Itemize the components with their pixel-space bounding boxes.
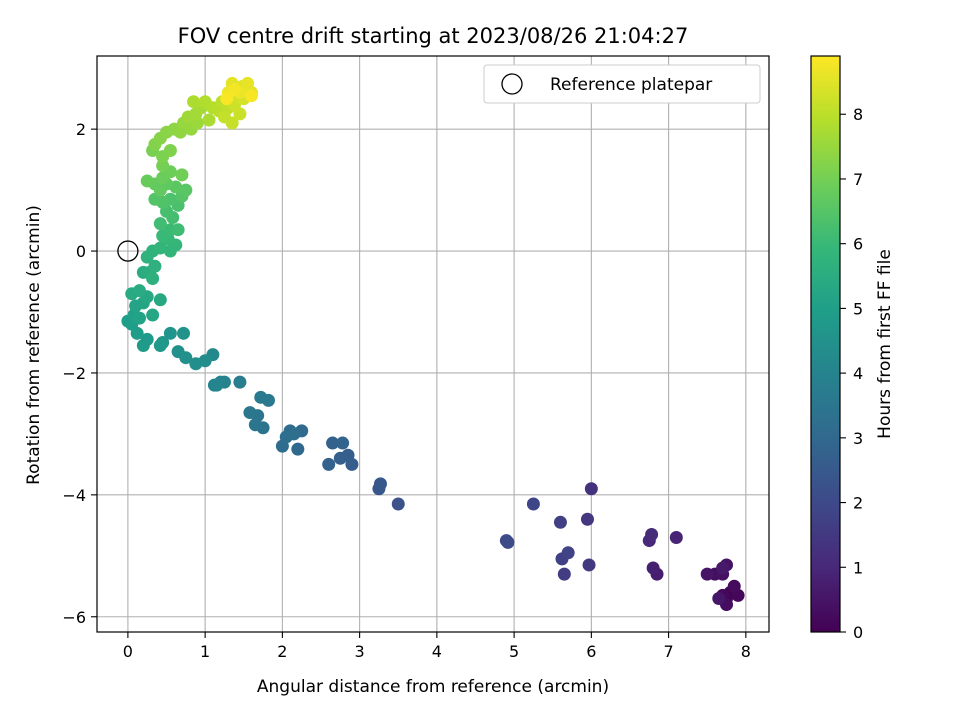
reference-platepar-marker <box>117 240 139 262</box>
data-point <box>187 95 201 109</box>
data-point <box>244 89 258 103</box>
data-point <box>582 558 596 572</box>
data-point <box>210 378 224 392</box>
y-axis-label: Rotation from reference (arcmin) <box>24 205 44 485</box>
colorbar: 0 1 2 3 4 5 6 7 8 Hours from first FF file <box>810 55 895 642</box>
data-point <box>189 357 203 371</box>
x-tick-label: 8 <box>741 642 751 661</box>
data-point <box>175 168 189 182</box>
data-point <box>322 457 336 471</box>
data-point <box>291 442 305 456</box>
colorbar-tick-label: 0 <box>853 623 863 642</box>
colorbar-tick-label: 6 <box>853 235 863 254</box>
data-point <box>177 326 191 340</box>
data-point <box>202 113 216 127</box>
data-point <box>373 477 387 491</box>
data-point <box>163 143 177 157</box>
data-point <box>146 308 160 322</box>
data-point <box>553 515 567 529</box>
y-axis-ticks: −6 −4 −2 0 2 <box>62 120 97 627</box>
data-point <box>156 159 170 173</box>
data-point <box>391 497 405 511</box>
legend-box <box>483 64 761 104</box>
data-point <box>220 92 234 106</box>
plot-frame <box>96 55 770 633</box>
data-point <box>712 591 726 605</box>
x-tick-label: 7 <box>663 642 673 661</box>
colorbar-tick-label: 4 <box>853 364 863 383</box>
data-point <box>153 339 167 353</box>
colorbar-tick-label: 1 <box>853 558 863 577</box>
data-point <box>336 436 350 450</box>
data-point <box>561 546 575 560</box>
colorbar-tick-label: 8 <box>853 105 863 124</box>
data-points <box>121 76 745 612</box>
data-point <box>716 561 730 575</box>
x-tick-label: 6 <box>586 642 596 661</box>
reference-marker <box>117 240 139 262</box>
data-point <box>584 482 598 496</box>
legend-marker-reference <box>501 73 523 95</box>
data-point <box>153 241 167 255</box>
data-point <box>645 527 659 541</box>
data-point <box>333 451 347 465</box>
y-tick-label: 2 <box>76 120 86 139</box>
data-point <box>171 223 185 237</box>
legend: Reference platepar <box>483 64 761 104</box>
x-tick-label: 3 <box>355 642 365 661</box>
data-point <box>227 83 241 97</box>
colorbar-tick-label: 3 <box>853 429 863 448</box>
data-point <box>163 326 177 340</box>
x-axis-label: Angular distance from reference (arcmin) <box>257 677 609 697</box>
y-tick-label: −6 <box>62 608 86 627</box>
grid <box>97 56 769 632</box>
data-point <box>225 116 239 130</box>
x-tick-label: 5 <box>509 642 519 661</box>
y-tick-label: −2 <box>62 364 86 383</box>
data-point <box>580 512 594 526</box>
colorbar-gradient <box>810 55 841 633</box>
legend-label-reference: Reference platepar <box>550 75 712 95</box>
chart-title: FOV centre drift starting at 2023/08/26 … <box>178 24 689 48</box>
colorbar-label: Hours from first FF file <box>875 249 895 439</box>
data-point <box>132 284 146 298</box>
data-point <box>171 345 185 359</box>
data-point <box>132 311 146 325</box>
data-point <box>557 567 571 581</box>
x-tick-label: 2 <box>277 642 287 661</box>
data-point <box>669 531 683 545</box>
data-point <box>148 259 162 273</box>
data-point <box>526 497 540 511</box>
data-point <box>501 535 515 549</box>
data-point <box>241 76 255 90</box>
x-tick-label: 1 <box>200 642 210 661</box>
data-point <box>727 579 741 593</box>
data-point <box>153 217 167 231</box>
data-point <box>153 293 167 307</box>
x-tick-label: 0 <box>123 642 133 661</box>
data-point <box>140 174 154 188</box>
colorbar-ticks: 0 1 2 3 4 5 6 7 8 <box>840 105 863 642</box>
data-point <box>646 561 660 575</box>
x-tick-label: 4 <box>432 642 442 661</box>
data-point <box>136 339 150 353</box>
colorbar-tick-label: 5 <box>853 299 863 318</box>
colorbar-tick-label: 2 <box>853 494 863 513</box>
data-point <box>233 375 247 389</box>
data-point <box>287 427 301 441</box>
data-point <box>146 271 160 285</box>
x-axis-ticks: 0 1 2 3 4 5 6 7 8 <box>123 632 751 661</box>
y-tick-label: 0 <box>76 242 86 261</box>
data-point <box>326 436 340 450</box>
data-point <box>700 567 714 581</box>
colorbar-tick-label: 7 <box>853 170 863 189</box>
data-point <box>179 183 193 197</box>
data-point <box>243 406 257 420</box>
data-point <box>254 390 268 404</box>
y-tick-label: −4 <box>62 486 86 505</box>
